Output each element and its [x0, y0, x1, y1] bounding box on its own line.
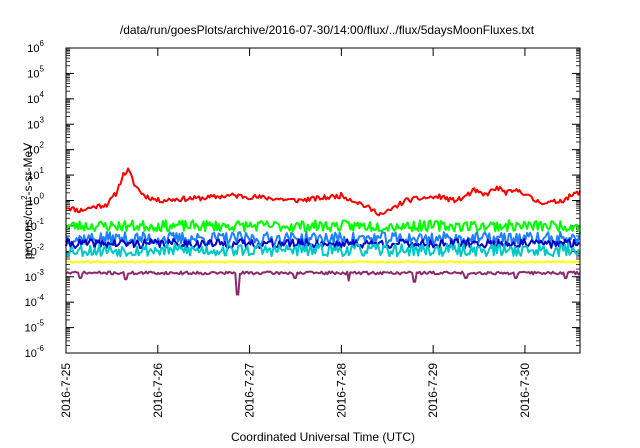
series-line-2: [65, 219, 581, 233]
series-line-4: [65, 238, 581, 250]
x-tick-label: 2016-7-29: [426, 363, 440, 418]
y-tick-label: 10-2: [25, 242, 45, 258]
x-axis-label: Coordinated Universal Time (UTC): [231, 430, 415, 444]
y-tick-label: 100: [27, 192, 44, 208]
y-tick-label: 101: [27, 166, 44, 182]
x-tick-label: 2016-7-25: [59, 363, 73, 418]
y-tick-label: 10-6: [25, 344, 45, 360]
chart-title: /data/run/goesPlots/archive/2016-07-30/1…: [120, 23, 535, 37]
svg-text:protons/cm2-s-sr-MeV: protons/cm2-s-sr-MeV: [20, 143, 35, 259]
y-tick-label: 105: [27, 64, 44, 80]
x-tick-label: 2016-7-26: [151, 363, 165, 418]
y-axis-label-sup: 2: [20, 195, 29, 200]
series-line-5: [65, 242, 581, 258]
y-tick-label: 104: [27, 90, 44, 106]
plot-frame: [65, 47, 581, 354]
y-axis-label-rest: -s-sr-MeV: [21, 143, 35, 196]
y-tick-label: 103: [27, 115, 44, 131]
y-tick-label: 10-3: [25, 268, 45, 284]
series-line-1: [65, 167, 581, 217]
series-line-6: [65, 260, 581, 264]
y-tick-label: 10-1: [25, 217, 45, 233]
y-axis-label-main: protons/cm: [21, 200, 35, 259]
x-tick-label: 2016-7-27: [243, 363, 257, 418]
x-tick-label: 2016-7-30: [518, 363, 532, 418]
y-axis-label: protons/cm2-s-sr-MeV: [20, 143, 35, 259]
series-line-7: [65, 270, 581, 296]
y-tick-label: 106: [27, 39, 44, 55]
y-tick-label: 10-4: [25, 293, 45, 309]
y-tick-label: 10-5: [25, 319, 45, 335]
x-tick-label: 2016-7-28: [334, 363, 348, 418]
series-layer: [65, 167, 581, 296]
y-tick-label: 102: [27, 141, 44, 157]
